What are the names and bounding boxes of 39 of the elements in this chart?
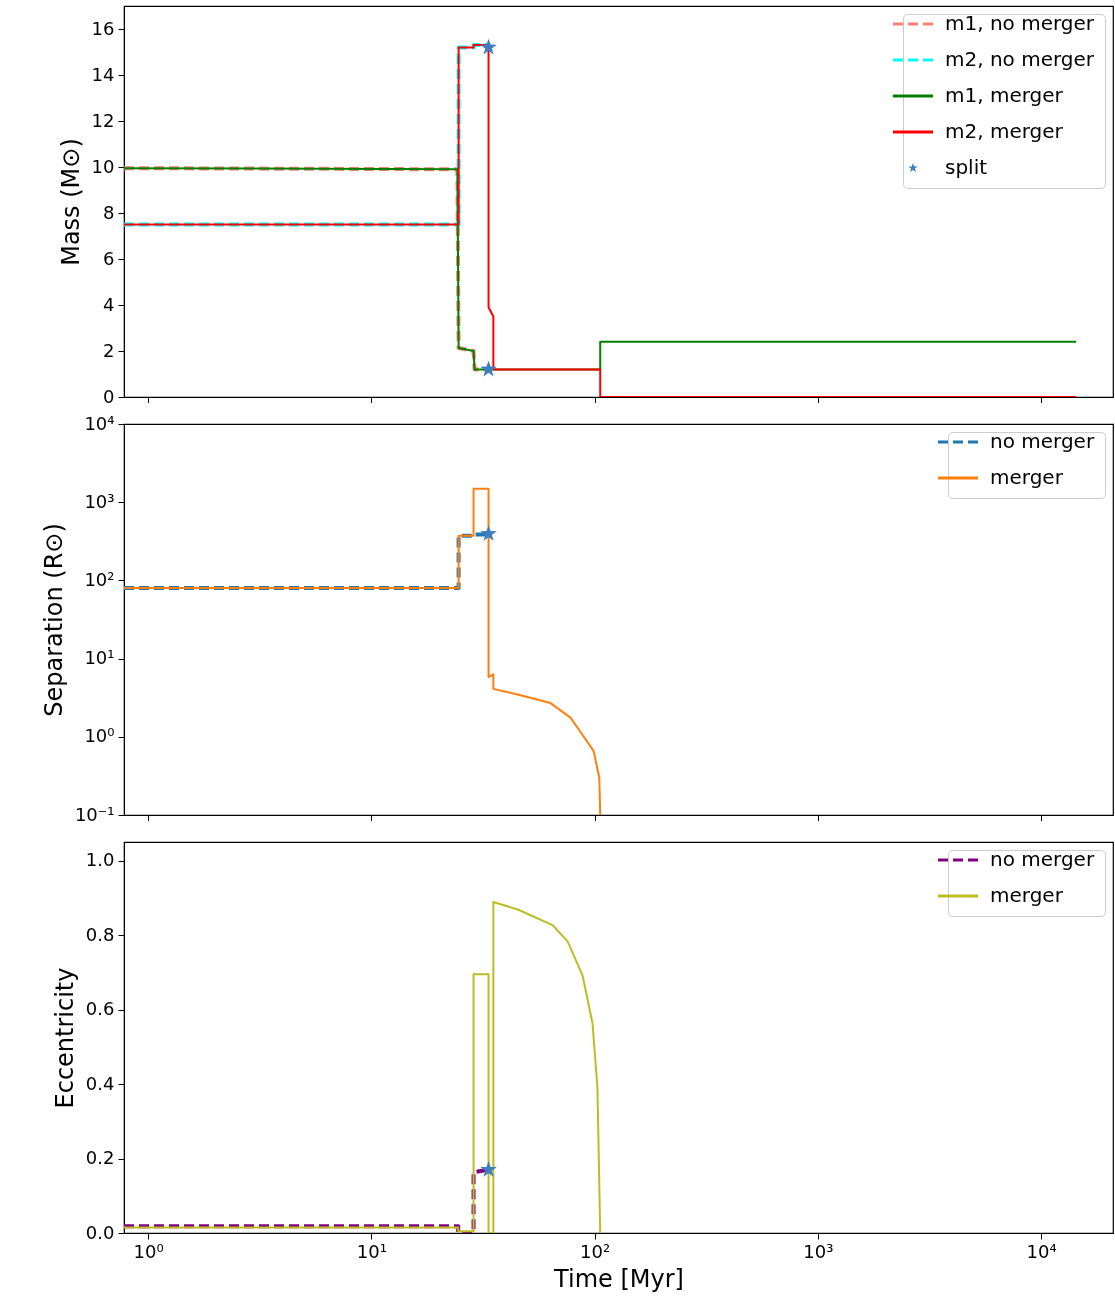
- y-tick-label: 16: [91, 17, 115, 39]
- y-tick-label: 0: [103, 385, 115, 407]
- x-tick-label: 10⁰: [133, 1240, 164, 1262]
- legend-label: m2, merger: [945, 119, 1064, 143]
- legend-label: split: [945, 155, 988, 179]
- x-tick-label: 10²: [580, 1240, 611, 1262]
- y-tick-label: 10⁴: [84, 412, 115, 434]
- y-tick-label: 0.6: [85, 998, 115, 1020]
- y-tick-label: 6: [103, 247, 115, 269]
- x-tick-label: 10¹: [356, 1240, 387, 1262]
- x-tick-label: 10³: [803, 1240, 834, 1262]
- y-tick-label: 0.8: [85, 923, 115, 945]
- y-tick-label: 2: [103, 339, 115, 361]
- legend-label: m1, no merger: [945, 11, 1095, 35]
- legend-label: merger: [990, 883, 1064, 907]
- y-tick-label: 10³: [84, 490, 115, 512]
- y-tick-label: 14: [91, 63, 115, 85]
- y-tick-label: 8: [103, 201, 115, 223]
- x-axis-title: Time [Myr]: [553, 1264, 684, 1293]
- legend-label: no merger: [990, 847, 1095, 871]
- legend-label: m2, no merger: [945, 47, 1095, 71]
- y-tick-label: 10⁰: [84, 725, 115, 747]
- y-tick-label: 4: [103, 293, 115, 315]
- legend-label: merger: [990, 465, 1064, 489]
- legend-label: m1, merger: [945, 83, 1064, 107]
- legend-label: no merger: [990, 429, 1095, 453]
- y-axis-title: Separation (R⊙): [39, 523, 68, 717]
- y-tick-label: 12: [91, 109, 115, 131]
- y-tick-label: 0.0: [85, 1221, 115, 1243]
- x-tick-label: 10⁴: [1026, 1240, 1057, 1262]
- y-tick-label: 10¹: [84, 647, 115, 669]
- y-tick-label: 10: [91, 155, 115, 177]
- y-axis-title: Eccentricity: [50, 967, 79, 1109]
- y-tick-label: 10⁻¹: [74, 803, 115, 825]
- y-axis-title: Mass (M⊙): [56, 138, 85, 266]
- y-tick-label: 10²: [84, 568, 115, 590]
- y-tick-label: 0.2: [85, 1147, 115, 1169]
- y-tick-label: 1.0: [85, 849, 115, 871]
- y-tick-label: 0.4: [85, 1072, 115, 1094]
